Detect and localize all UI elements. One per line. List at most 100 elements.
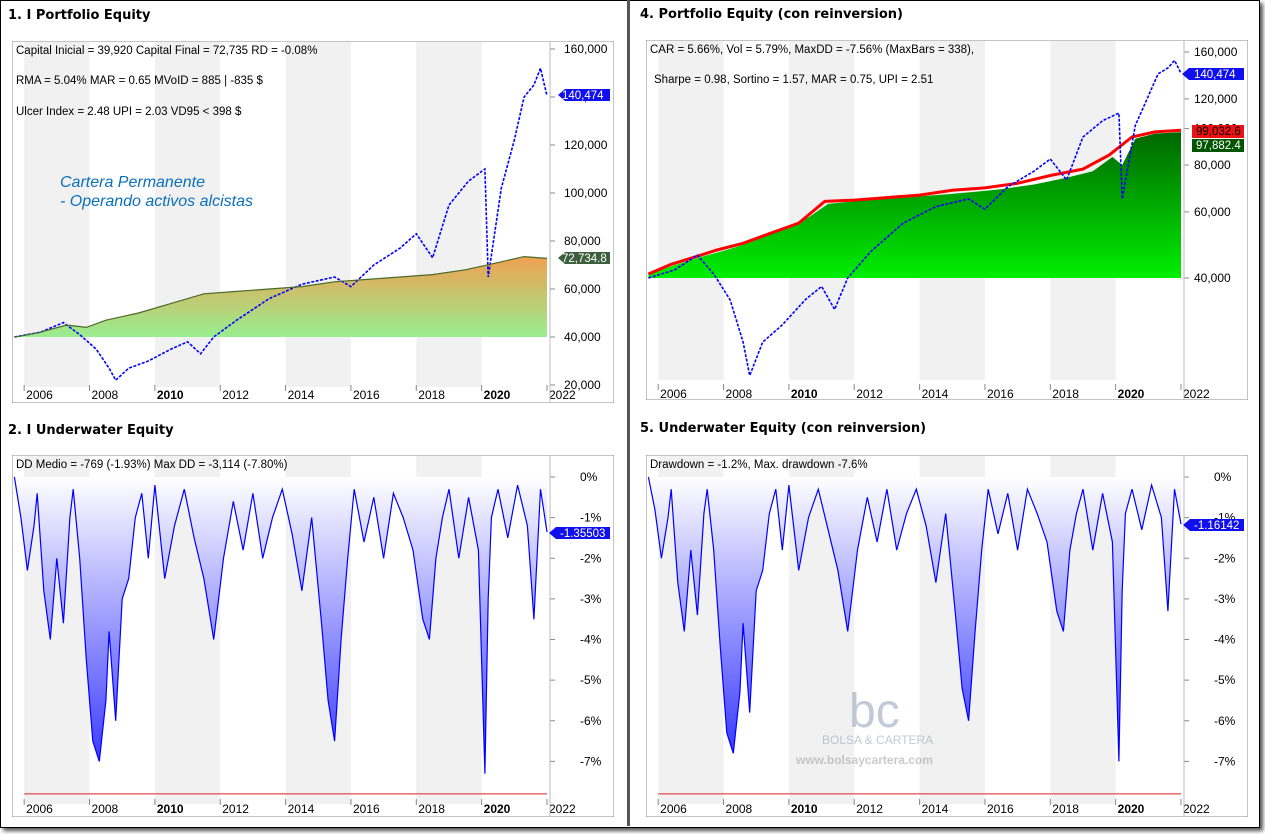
y-tick-label: -5%	[1214, 673, 1236, 687]
x-tick-label: 2014	[922, 387, 949, 400]
x-tick-label: 2022	[549, 388, 576, 402]
peak-badge: 99,032.6	[1192, 125, 1244, 138]
svg-text:72,734.8: 72,734.8	[562, 253, 607, 265]
x-tick-label: 2020	[484, 802, 511, 816]
y-tick-label: 40,000	[1194, 271, 1231, 285]
x-tick-label: 2014	[922, 802, 949, 816]
x-tick-label: 2018	[418, 388, 445, 402]
x-tick-label: 2012	[222, 388, 249, 402]
x-tick-label: 2022	[1183, 387, 1210, 400]
y-tick-label: -4%	[580, 633, 602, 647]
y-tick-label: -3%	[580, 592, 602, 606]
x-tick-label: 2012	[856, 387, 883, 400]
year-band	[658, 41, 724, 380]
x-tick-label: 2006	[660, 802, 687, 816]
y-tick-label: -3%	[1214, 592, 1236, 606]
y-tick-label: 160,000	[564, 42, 608, 56]
x-tick-label: 2008	[726, 802, 753, 816]
watermark-url: www.bolsaycartera.com	[795, 753, 933, 767]
x-tick-label: 2020	[1118, 802, 1145, 816]
reinvested-badge: 97,882.4	[1192, 139, 1244, 152]
x-tick-label: 2022	[549, 802, 576, 816]
stats-line: RMA = 5.04% MAR = 0.65 MVoID = 885 | -83…	[16, 75, 263, 87]
stats-line: Capital Inicial = 39,920 Capital Final =…	[16, 45, 317, 57]
x-tick-label: 2008	[92, 802, 119, 816]
svg-text:140,474: 140,474	[562, 90, 604, 102]
equity-badge: 140,474	[1182, 68, 1244, 81]
svg-text:-1.16142: -1.16142	[1194, 520, 1239, 532]
x-tick-label: 2018	[1052, 387, 1079, 400]
svg-text:97,882.4: 97,882.4	[1196, 140, 1241, 152]
stats-line: Drawdown = -1.2%, Max. drawdown -7.6%	[650, 459, 868, 471]
x-tick-label: 2010	[791, 387, 818, 400]
x-tick-label: 2008	[92, 388, 119, 402]
x-tick-label: 2006	[660, 387, 687, 400]
y-tick-label: 20,000	[564, 378, 601, 392]
x-tick-label: 2016	[353, 388, 380, 402]
x-tick-label: 2008	[726, 387, 753, 400]
y-tick-label: -7%	[580, 754, 602, 768]
y-tick-label: 100,000	[564, 186, 608, 200]
equity-line	[648, 58, 1182, 379]
capital-badge: 72,734.8	[558, 252, 610, 265]
y-tick-label: 60,000	[564, 282, 601, 296]
y-tick-label: 120,000	[564, 138, 608, 152]
stats-line: Ulcer Index = 2.48 UPI = 2.03 VD95 < 398…	[16, 106, 242, 118]
y-tick-label: 40,000	[564, 330, 601, 344]
y-tick-label: 120,000	[1194, 92, 1238, 106]
panel-4-title: 4. Portfolio Equity (con reinversion)	[640, 7, 903, 22]
y-tick-label: 0%	[580, 470, 598, 484]
x-tick-label: 2020	[1118, 387, 1145, 400]
x-tick-label: 2010	[157, 388, 184, 402]
drawdown-area	[14, 477, 548, 774]
y-tick-label: 0%	[1214, 470, 1232, 484]
capital-line	[14, 255, 548, 338]
capital-area	[14, 256, 548, 338]
x-tick-label: 2020	[484, 388, 511, 402]
y-tick-label: -6%	[580, 714, 602, 728]
drawdown-badge: -1.35503	[549, 527, 610, 540]
y-tick-label: -7%	[1214, 754, 1236, 768]
x-tick-label: 2016	[353, 802, 380, 816]
svg-text:140,474: 140,474	[1194, 69, 1236, 81]
x-tick-label: 2014	[288, 388, 315, 402]
drawdown-area	[648, 477, 1181, 762]
equity-chart-4: 2006 2008 2010 2012 2014 2016 2018 2020 2022 40,0…	[646, 40, 1248, 400]
stats-line: CAR = 5.66%, Vol = 5.79%, MaxDD = -7.56%…	[650, 44, 974, 56]
watermark: bc BOLSA & CARTERA www.bolsaycartera.com	[795, 685, 933, 767]
x-tick-label: 2016	[987, 802, 1014, 816]
y-tick-label: -4%	[1214, 633, 1236, 647]
drawdown-line	[13, 476, 548, 774]
watermark-logo: bc	[849, 685, 900, 738]
y-tick-label: -1%	[580, 511, 602, 525]
y-tick-label: -6%	[1214, 714, 1236, 728]
y-tick-label: -2%	[580, 551, 602, 565]
annotation-line: - Operando activos alcistas	[60, 193, 253, 210]
y-tick-label: 160,000	[1194, 45, 1238, 59]
panel-5-title: 5. Underwater Equity (con reinversion)	[640, 421, 927, 436]
equity-chart-1: 2006 2008 2010 2012 2014 2016 2018 2020 202220,0…	[12, 41, 614, 403]
underwater-chart-2: 2006 2008 2010 2012 2014 2016 2018 2020 2022 0% -1…	[12, 455, 614, 817]
y-tick-label: -5%	[580, 673, 602, 687]
x-tick-label: 2014	[288, 802, 315, 816]
stats-line: DD Medio = -769 (-1.93%) Max DD = -3,114…	[16, 459, 288, 471]
x-tick-label: 2010	[791, 802, 818, 816]
equity-line	[14, 65, 548, 382]
svg-text:-1.35503: -1.35503	[560, 528, 605, 540]
x-tick-label: 2018	[1052, 802, 1079, 816]
underwater-chart-5: 2006 2008 2010 2012 2014 2016 2018 2020 2022 0% -1…	[646, 455, 1248, 817]
panel-2-title: 2. I Underwater Equity	[8, 423, 174, 438]
y-tick-label: -2%	[1214, 551, 1236, 565]
reinvested-area	[648, 132, 1181, 278]
x-tick-label: 2010	[157, 802, 184, 816]
x-tick-label: 2006	[26, 388, 53, 402]
x-tick-label: 2012	[856, 802, 883, 816]
equity-badge: 140,474	[558, 89, 610, 102]
peak-line	[647, 128, 1182, 276]
y-tick-label: 80,000	[1194, 158, 1231, 172]
x-tick-label: 2016	[987, 387, 1014, 400]
x-tick-label: 2006	[26, 802, 53, 816]
x-tick-label: 2018	[418, 802, 445, 816]
y-tick-label: 60,000	[1194, 205, 1231, 219]
drawdown-line	[647, 476, 1182, 762]
